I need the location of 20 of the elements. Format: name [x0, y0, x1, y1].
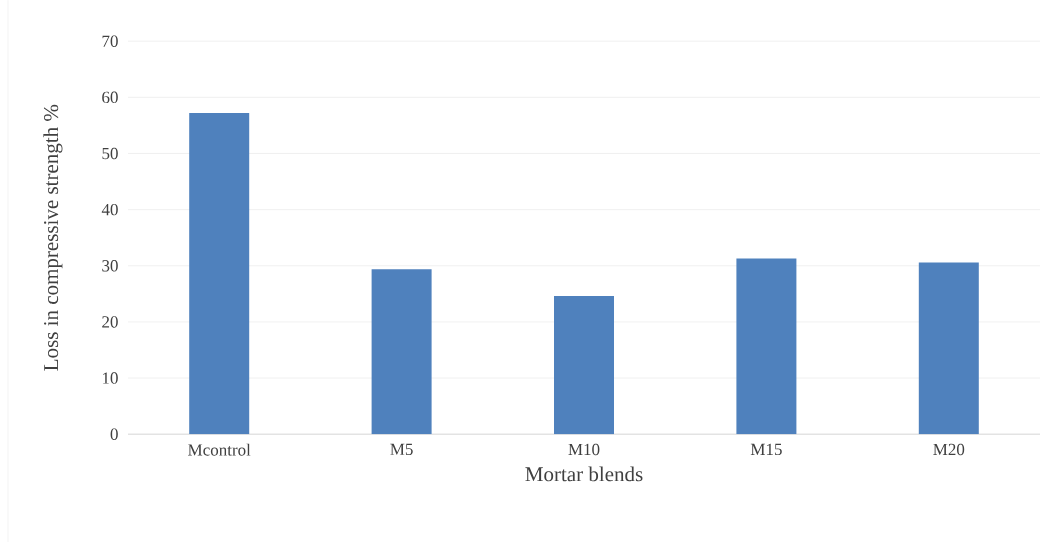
- y-tick-label: 10: [102, 372, 118, 384]
- y-axis-title: Loss in compressive strength %: [43, 104, 63, 371]
- y-tick-label: 0: [110, 428, 118, 440]
- x-tick-label: Mcontrol: [188, 443, 251, 456]
- bar: [189, 112, 250, 434]
- y-tick-label: 30: [102, 259, 118, 272]
- bar: [736, 258, 797, 434]
- x-tick-label: M5: [390, 443, 413, 455]
- bar: [371, 268, 432, 434]
- x-tick-label: M20: [933, 443, 965, 456]
- x-tick-label: M10: [568, 443, 600, 456]
- y-tick-label: 40: [101, 203, 118, 216]
- x-tick-label: M15: [750, 443, 782, 455]
- y-tick-label: 20: [102, 315, 118, 328]
- y-tick-label: 60: [102, 91, 118, 103]
- bar: [918, 262, 979, 434]
- y-tick-label: 70: [102, 35, 118, 47]
- bar: [554, 295, 615, 434]
- x-axis-title: Mortar blends: [525, 466, 643, 482]
- y-tick-label: 50: [102, 147, 118, 160]
